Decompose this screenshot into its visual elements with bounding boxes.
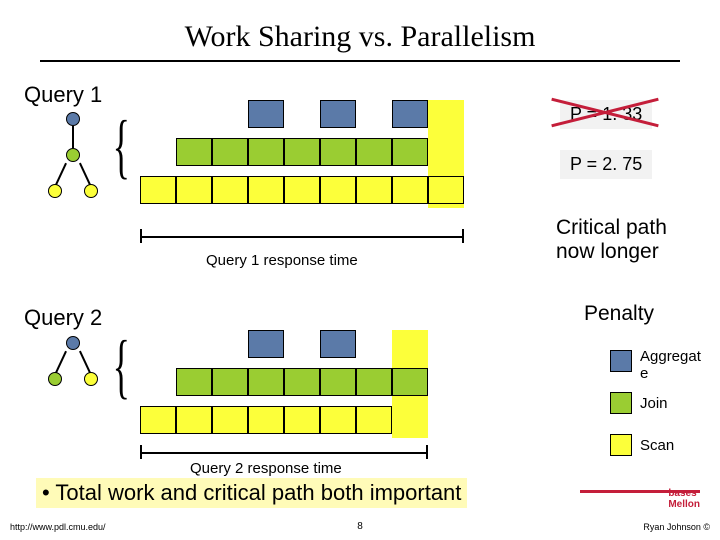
- q2-edge-r: [79, 351, 91, 373]
- q1-join-box: [212, 138, 248, 166]
- q1-join-box: [248, 138, 284, 166]
- q2-node-agg: [66, 336, 80, 350]
- q1-join-box: [284, 138, 320, 166]
- q1-join-box: [392, 138, 428, 166]
- brace-q1: {: [113, 110, 130, 182]
- q2-time-cap-r: [426, 445, 428, 459]
- q2-join-box: [176, 368, 212, 396]
- q2-node-join-l: [48, 372, 62, 386]
- q2-scan-box: [176, 406, 212, 434]
- critical-path-2: now longer: [556, 240, 659, 264]
- q1-agg-box: [392, 100, 428, 128]
- slide-title: Work Sharing vs. Parallelism: [0, 20, 720, 54]
- q2-join-box: [392, 368, 428, 396]
- q2-scan-box: [248, 406, 284, 434]
- q1-node-join: [66, 148, 80, 162]
- legend-join-sq: [610, 392, 632, 414]
- query1-label: Query 1: [24, 82, 102, 108]
- legend-scan-label: Scan: [640, 437, 674, 454]
- q2-scan-box: [320, 406, 356, 434]
- q2-join-box: [320, 368, 356, 396]
- legend-scan-sq: [610, 434, 632, 456]
- q2-scan-box: [212, 406, 248, 434]
- bullet-summary: • Total work and critical path both impo…: [36, 478, 467, 508]
- q1-scan-box: [428, 176, 464, 204]
- q2-agg-box: [320, 330, 356, 358]
- q2-join-box: [248, 368, 284, 396]
- q1-scan-box: [212, 176, 248, 204]
- q1-edge-r: [79, 163, 91, 185]
- q1-scan-box: [320, 176, 356, 204]
- q1-node-scan-r: [84, 184, 98, 198]
- q1-scan-box: [392, 176, 428, 204]
- q2-agg-box: [248, 330, 284, 358]
- q1-edge-l: [55, 163, 67, 185]
- q2-join-box: [356, 368, 392, 396]
- legend-agg-label: Aggregat e: [640, 348, 701, 382]
- q1-edge-1: [72, 126, 74, 148]
- q2-scan-box: [140, 406, 176, 434]
- q1-join-box: [320, 138, 356, 166]
- title-underline: [40, 60, 680, 62]
- footer-author: Ryan Johnson ©: [643, 522, 710, 532]
- query2-label: Query 2: [24, 305, 102, 331]
- q1-time-cap-r: [462, 229, 464, 243]
- q2-join-box: [212, 368, 248, 396]
- q1-response-label: Query 1 response time: [206, 252, 358, 269]
- q1-agg-box: [248, 100, 284, 128]
- legend-agg-sq: [610, 350, 632, 372]
- q1-agg-box: [320, 100, 356, 128]
- penalty-label: Penalty: [584, 302, 654, 326]
- q2-scan-box: [356, 406, 392, 434]
- q1-scan-box: [248, 176, 284, 204]
- q2-join-box: [284, 368, 320, 396]
- q2-node-scan-r: [84, 372, 98, 386]
- q1-join-box: [356, 138, 392, 166]
- footer-page: 8: [0, 521, 720, 532]
- q2-response-label: Query 2 response time: [190, 460, 342, 477]
- cmu-logo-text: bases Mellon: [668, 488, 700, 510]
- p-new-box: P = 2. 75: [560, 150, 652, 179]
- q1-scan-box: [140, 176, 176, 204]
- q1-node-scan-l: [48, 184, 62, 198]
- q1-join-box: [176, 138, 212, 166]
- q1-scan-box: [176, 176, 212, 204]
- q1-scan-box: [284, 176, 320, 204]
- legend-join-label: Join: [640, 395, 668, 412]
- critical-path-1: Critical path: [556, 216, 667, 240]
- q2-scan-box: [284, 406, 320, 434]
- q1-scan-box: [356, 176, 392, 204]
- q2-time-bar: [140, 452, 428, 454]
- q2-edge-l: [55, 351, 67, 373]
- brace-q2: {: [113, 330, 130, 402]
- q1-time-bar: [140, 236, 464, 238]
- q1-node-agg: [66, 112, 80, 126]
